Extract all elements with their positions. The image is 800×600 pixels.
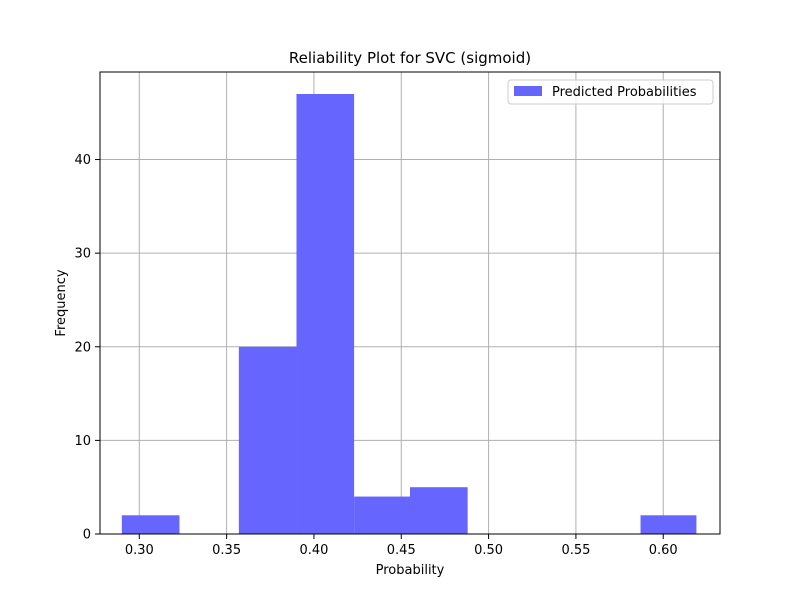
y-tick-label: 10 [74,434,91,449]
x-axis-label: Probability [376,563,445,578]
histogram-bar [238,346,297,534]
y-tick-label: 0 [83,528,91,543]
histogram-bar [410,487,468,534]
histogram-bar [640,515,697,534]
y-tick-label: 30 [74,247,91,262]
legend-box [507,79,714,105]
y-axis-label: Frequency [54,269,69,336]
x-tick-label: 0.50 [474,543,503,558]
histogram-bars [121,94,697,534]
legend: Predicted Probabilities [507,79,714,105]
x-tick-label: 0.45 [387,543,416,558]
histogram-bar [296,94,355,534]
y-tick-label: 40 [74,153,91,168]
y-axis-ticks: 0 10 20 30 40 [74,153,100,543]
y-tick-label: 20 [74,340,91,355]
histogram-bar [354,496,410,534]
chart-title: Reliability Plot for SVC (sigmoid) [289,49,531,67]
x-tick-label: 0.35 [212,543,241,558]
x-tick-label: 0.40 [299,543,328,558]
x-axis-ticks: 0.30 0.35 0.40 0.45 0.50 0.55 0.60 [125,534,678,558]
x-tick-label: 0.30 [125,543,154,558]
plot-frame [99,71,721,535]
legend-swatch [514,86,542,96]
legend-label: Predicted Probabilities [552,85,697,100]
x-tick-label: 0.55 [561,543,590,558]
histogram-bar [121,515,180,534]
x-tick-label: 0.60 [649,543,678,558]
